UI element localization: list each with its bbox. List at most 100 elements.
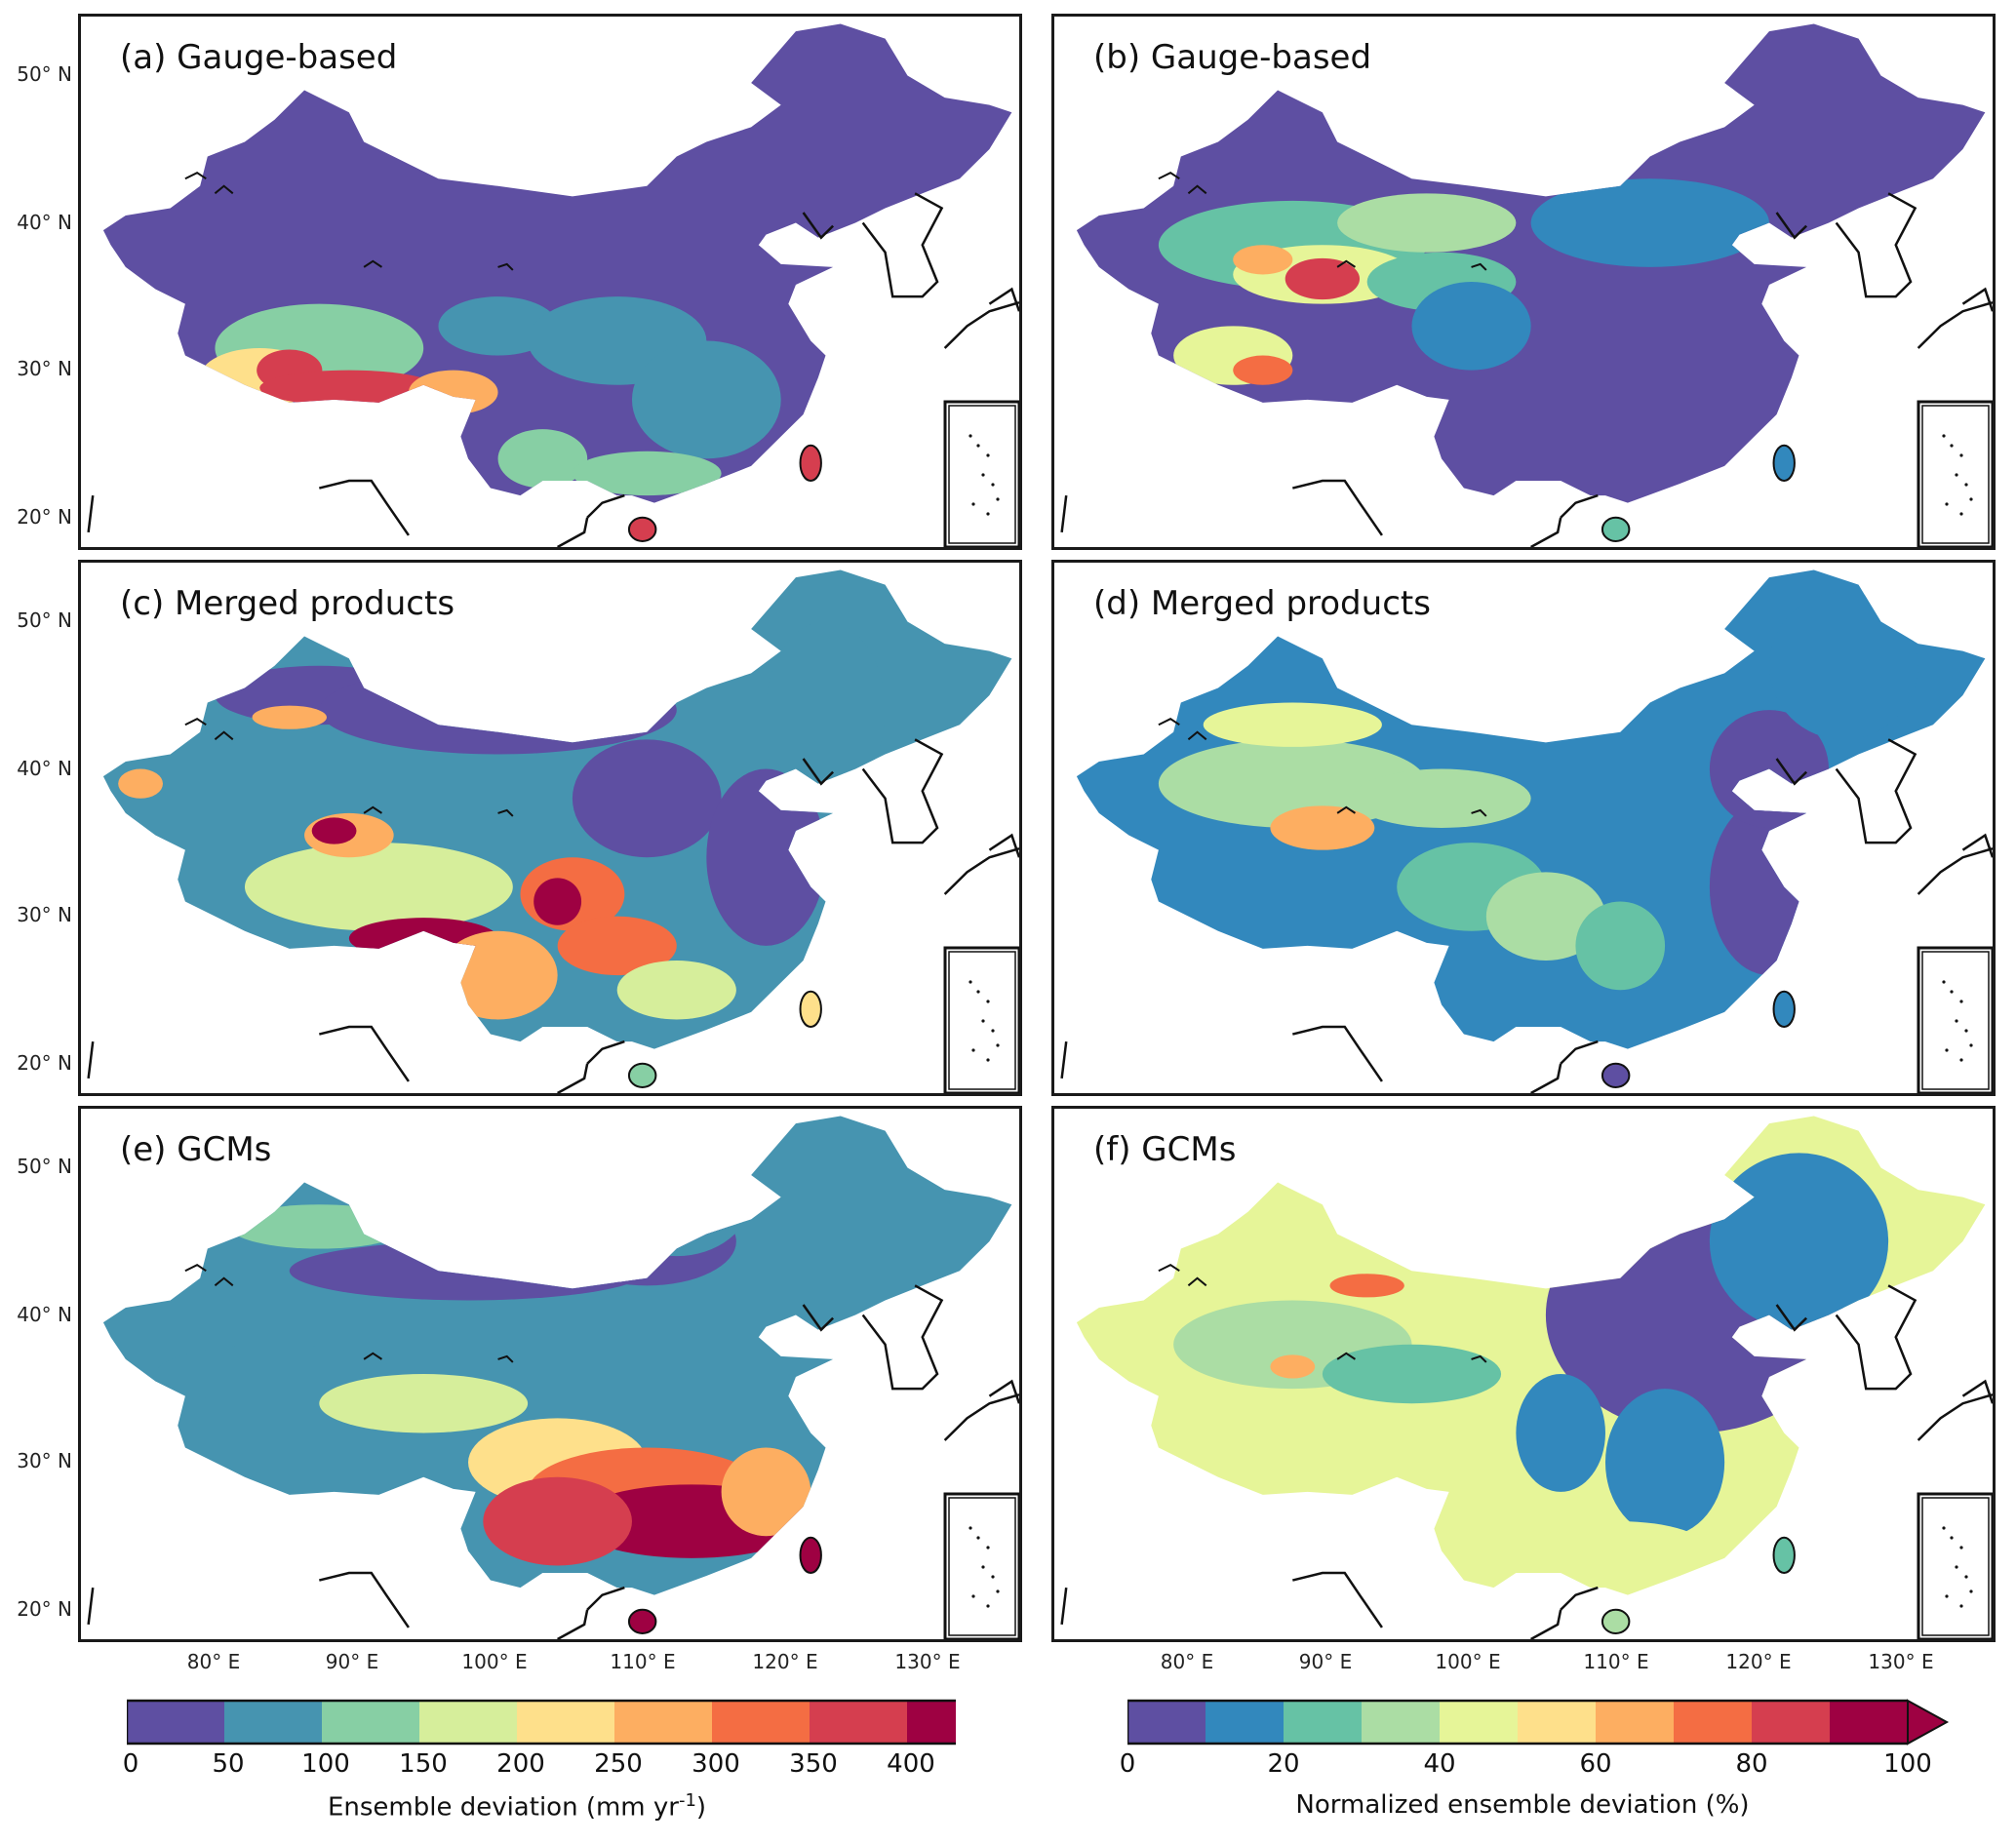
lake-outline-d-2 — [1336, 805, 1357, 814]
lake-outline-c-3 — [497, 808, 514, 817]
inset-island-e-7 — [996, 1589, 1000, 1593]
hainan-island-d — [1601, 1062, 1631, 1088]
field-region-a-7 — [631, 340, 781, 459]
field-region-d-5 — [1485, 872, 1605, 961]
field-region-b-6 — [1233, 355, 1293, 385]
lake-outline-c-0 — [184, 718, 207, 726]
lake-outline-e-0 — [184, 1264, 207, 1273]
map-panel-e: (e) GCMs — [78, 1106, 1022, 1642]
cbar-right-segment-6 — [1596, 1701, 1674, 1744]
inset-island-d-6 — [1959, 1058, 1963, 1062]
taiwan-island-c — [799, 990, 822, 1029]
inset-island-c-6 — [986, 1058, 990, 1062]
colorbar-left-label-exponent: -1 — [678, 1790, 696, 1811]
inset-island-c-3 — [981, 1019, 985, 1023]
cbar-right-extend-arrow — [1907, 1699, 1950, 1746]
coastline-e-6 — [557, 1609, 589, 1639]
ensemble-deviation-field-e — [102, 1116, 1012, 1595]
coastline-e-2 — [988, 1379, 1019, 1404]
field-region-c-7 — [311, 817, 357, 844]
coastline-d-1 — [1917, 846, 1993, 895]
inset-island-e-6 — [986, 1604, 990, 1608]
south-china-sea-inset-a — [943, 400, 1019, 547]
lon-tick-110-right: 110° E — [1583, 1650, 1649, 1673]
field-region-e-5 — [319, 1374, 529, 1433]
coastline-b-1 — [1917, 300, 1993, 349]
lake-outline-f-0 — [1158, 1264, 1180, 1273]
coastline-c-5 — [586, 1040, 625, 1065]
cbar-right-tick-80: 80 — [1735, 1749, 1768, 1779]
coastline-f-1 — [1917, 1393, 1993, 1441]
field-region-b-4 — [1337, 193, 1517, 253]
lat-tick-30-e: 30° N — [17, 1449, 72, 1472]
colorbar-left-label: Ensemble deviation (mm yr-1) — [127, 1790, 907, 1823]
south-china-sea-inset-c — [943, 946, 1019, 1093]
lon-tick-80-left: 80° E — [186, 1650, 241, 1673]
field-region-f-3 — [1709, 1153, 1889, 1330]
field-background-c — [102, 569, 1012, 1049]
cbar-right-segment-3 — [1362, 1701, 1440, 1744]
coastline-b-0 — [1835, 192, 1917, 298]
cbar-left-tick-100: 100 — [301, 1749, 350, 1779]
inset-island-e-3 — [981, 1565, 985, 1569]
map-panel-a: (a) Gauge-based — [78, 14, 1022, 550]
coastline-a-6 — [557, 517, 589, 547]
south-china-sea-inset-f — [1917, 1492, 1993, 1639]
inset-island-f-7 — [1969, 1589, 1973, 1593]
inset-island-e-0 — [968, 1526, 972, 1530]
lake-outline-c-2 — [363, 805, 383, 814]
field-region-c-5 — [244, 843, 513, 931]
inset-island-f-3 — [1955, 1565, 1958, 1569]
field-region-d-9 — [1768, 592, 1918, 740]
field-region-f-7 — [1322, 1344, 1502, 1404]
coastline-a-2 — [988, 287, 1019, 312]
lon-tick-90-right: 90° E — [1298, 1650, 1353, 1673]
coastline-e-5 — [586, 1586, 625, 1611]
colorbar-right-label: Normalized ensemble deviation (%) — [1295, 1790, 1750, 1820]
lat-tick-20-c: 20° N — [17, 1051, 72, 1075]
field-region-b-3 — [1233, 245, 1293, 275]
field-region-f-6 — [1329, 1274, 1404, 1298]
cbar-left-outline — [127, 1699, 956, 1746]
ensemble-deviation-field-d — [1076, 569, 1986, 1049]
cbar-left-segment-0 — [127, 1701, 224, 1744]
cbar-left-segment-1 — [224, 1701, 322, 1744]
cbar-right-outline — [1127, 1699, 1908, 1746]
hainan-island-a — [627, 516, 657, 542]
field-region-c-13 — [616, 961, 736, 1020]
coastline-b-4 — [1292, 479, 1383, 536]
field-region-c-1 — [319, 665, 677, 755]
inset-island-e-1 — [976, 1536, 980, 1540]
lon-tick-110-left: 110° E — [610, 1650, 676, 1673]
coastline-d-0 — [1835, 738, 1917, 844]
field-region-b-8 — [1411, 282, 1531, 371]
inset-island-c-5 — [971, 1048, 975, 1052]
field-region-c-12 — [557, 916, 677, 976]
cbar-right-segment-0 — [1127, 1701, 1206, 1744]
coastline-c-6 — [557, 1063, 589, 1093]
panel-title-e: (e) GCMs — [120, 1130, 272, 1169]
inset-island-b-7 — [1969, 497, 1973, 501]
cbar-left-segment-2 — [322, 1701, 419, 1744]
inset-island-b-2 — [1959, 453, 1963, 457]
cbar-left-segment-8 — [907, 1701, 956, 1744]
coastline-d-6 — [1530, 1063, 1562, 1093]
coastline-f-4 — [1292, 1571, 1383, 1628]
inset-island-a-6 — [986, 512, 990, 516]
lon-tick-90-left: 90° E — [325, 1650, 379, 1673]
field-region-e-1 — [289, 1241, 648, 1301]
lake-outline-a-2 — [363, 259, 383, 268]
field-region-a-8 — [497, 429, 588, 489]
lat-tick-40-c: 40° N — [17, 757, 72, 780]
coastline-a-7 — [87, 494, 95, 533]
coastline-e-3 — [802, 1304, 835, 1332]
coastline-d-2 — [1961, 833, 1993, 858]
field-region-a-4 — [408, 370, 498, 415]
field-region-d-6 — [1575, 901, 1666, 991]
inset-island-b-6 — [1959, 512, 1963, 516]
coastline-c-0 — [861, 738, 944, 844]
map-panel-d: (d) Merged products — [1051, 560, 1996, 1096]
cbar-left-segment-3 — [419, 1701, 517, 1744]
field-region-e-10 — [721, 1447, 811, 1537]
field-region-c-2 — [572, 739, 722, 858]
